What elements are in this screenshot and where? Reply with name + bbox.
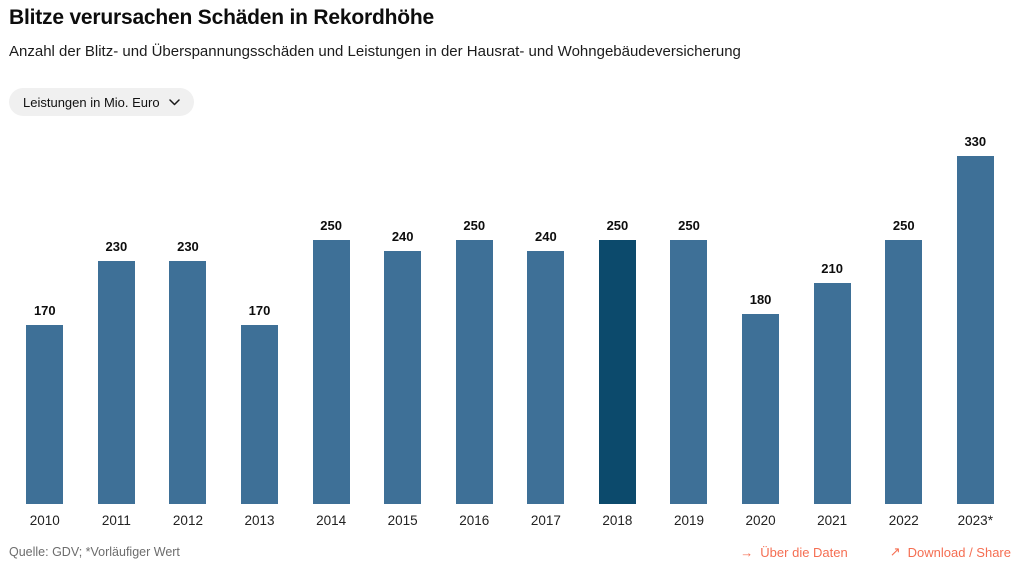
x-axis-tick-label: 2016 — [459, 513, 490, 528]
x-axis-tick-label: 2019 — [673, 513, 705, 528]
bar-value-label: 170 — [33, 303, 56, 318]
arrow-up-right-icon: ↗ — [889, 544, 901, 559]
bar[interactable] — [384, 251, 422, 504]
bar-value-label: 180 — [749, 292, 772, 307]
about-data-link-label: Über die Daten — [760, 544, 848, 560]
bar[interactable] — [813, 283, 851, 504]
about-data-link[interactable]: → Über die Daten — [740, 545, 847, 560]
chart-footer: Quelle: GDV; *Vorläufiger Wert → Über di… — [9, 544, 1011, 560]
bar[interactable] — [26, 325, 64, 504]
chevron-down-icon — [168, 98, 180, 106]
bar-column: 250 2019 — [653, 133, 725, 529]
bar[interactable] — [97, 261, 135, 504]
bar-column: 240 2015 — [367, 133, 439, 529]
x-axis-tick-label: 2020 — [745, 513, 776, 528]
x-axis-tick-label: 2021 — [817, 513, 848, 528]
bar[interactable] — [241, 325, 279, 504]
bar-column: 250 2014 — [295, 133, 367, 529]
bar-value-label: 250 — [678, 218, 700, 233]
x-axis-tick-label: 2010 — [29, 513, 60, 528]
x-axis-tick-label: 2011 — [101, 513, 131, 528]
bar-column: 170 2013 — [224, 133, 296, 529]
footer-links: → Über die Daten ↗ Download / Share — [740, 544, 1011, 560]
bar-column: 250 2022 — [868, 133, 940, 529]
bar[interactable] — [312, 240, 350, 504]
metric-dropdown-label: Leistungen in Mio. Euro — [23, 94, 160, 110]
chart-subtitle: Anzahl der Blitz- und Überspannungsschäd… — [9, 43, 741, 60]
x-axis-tick-label: 2014 — [316, 513, 347, 528]
bar[interactable] — [670, 240, 708, 504]
bar-value-label: 240 — [534, 229, 557, 244]
bar-value-label: 230 — [177, 239, 199, 254]
bar[interactable] — [885, 240, 923, 504]
bar-column: 230 2012 — [152, 133, 224, 529]
bar-value-label: 250 — [892, 218, 915, 233]
x-axis-tick-label: 2015 — [387, 513, 418, 528]
bar-value-label: 210 — [821, 261, 843, 276]
bar-value-label: 250 — [606, 218, 629, 233]
bar-highlighted[interactable] — [598, 240, 636, 504]
bar-value-label: 170 — [248, 303, 271, 318]
bar[interactable] — [455, 240, 493, 504]
bar-column: 230 2011 — [81, 133, 153, 529]
bar-column: 180 2020 — [725, 133, 797, 529]
bar-value-label: 230 — [105, 239, 128, 254]
source-note: Quelle: GDV; *Vorläufiger Wert — [9, 545, 180, 559]
bar[interactable] — [169, 261, 207, 504]
arrow-right-icon: → — [740, 544, 754, 560]
bar[interactable] — [956, 156, 994, 504]
x-axis-tick-label: 2018 — [602, 513, 633, 528]
bar-column: 210 2021 — [796, 133, 868, 529]
bar-value-label: 250 — [463, 218, 486, 233]
x-axis-tick-label: 2017 — [530, 513, 561, 528]
page-title: Blitze verursachen Schäden in Rekordhöhe — [9, 6, 434, 29]
bar-value-label: 240 — [391, 229, 414, 244]
bar-column: 250 2018 — [582, 133, 654, 529]
x-axis-tick-label: 2013 — [244, 513, 275, 528]
bar-value-label: 330 — [964, 134, 987, 149]
metric-dropdown[interactable]: Leistungen in Mio. Euro — [9, 88, 194, 116]
bar-value-label: 250 — [320, 218, 342, 233]
download-share-link[interactable]: ↗ Download / Share — [890, 544, 1011, 560]
bar-column: 250 2016 — [438, 133, 510, 529]
bar[interactable] — [742, 314, 780, 504]
bar-chart: 170 2010 230 2011 230 2012 170 2013 250 2014 240 20… — [9, 133, 1011, 529]
bar-column: 330 2023* — [940, 133, 1012, 529]
x-axis-tick-label: 2012 — [172, 513, 203, 528]
x-axis-tick-label: 2023* — [957, 513, 993, 528]
bar-column: 240 2017 — [510, 133, 582, 529]
bar[interactable] — [527, 251, 565, 504]
x-axis-tick-label: 2022 — [888, 513, 919, 528]
bar-column: 170 2010 — [9, 133, 81, 529]
download-share-link-label: Download / Share — [907, 544, 1011, 560]
